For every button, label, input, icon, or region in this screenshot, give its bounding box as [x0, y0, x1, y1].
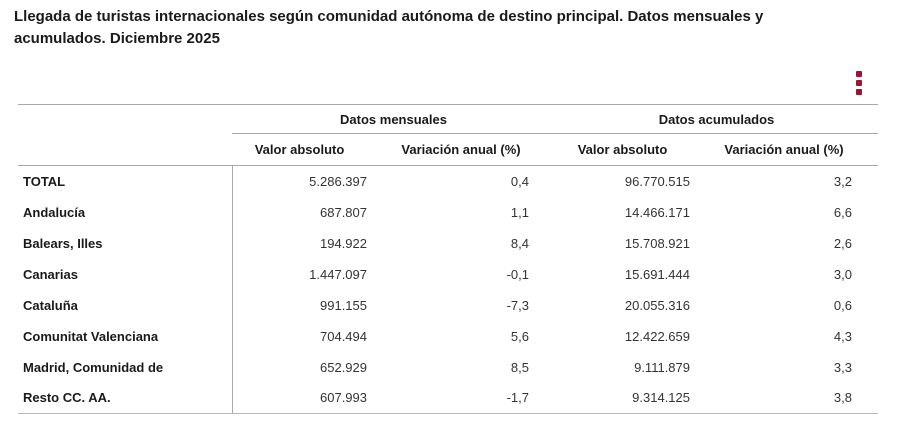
column-header-monthly-absolute: Valor absoluto [232, 133, 393, 166]
cell-monthly-variation: 0,4 [510, 173, 529, 189]
cell-accumulated-absolute: 9.314.125 [555, 382, 716, 414]
column-header-accumulated-variation: Variación anual (%) [716, 133, 878, 166]
cell-accumulated-absolute: 20.055.316 [624, 297, 690, 313]
cell-monthly-absolute: 194.922 [320, 235, 367, 251]
cell-accumulated-variation: 0,6 [833, 297, 852, 313]
row-label: Cataluña [18, 289, 233, 321]
kebab-menu-icon [856, 80, 862, 86]
table-row-madrid: Madrid, Comunidad de 652.929 8,5 9.111.8… [18, 351, 878, 383]
row-label: Madrid, Comunidad de [18, 351, 233, 383]
row-label: Comunitat Valenciana [18, 320, 233, 352]
cell-accumulated-absolute: 14.466.171 [624, 204, 690, 220]
cell-monthly-absolute: 704.494 [320, 328, 367, 344]
tourism-data-table: Datos mensuales Datos acumulados Valor a… [18, 104, 878, 414]
row-label: Canarias [18, 258, 233, 290]
table-row-comunitat-valenciana: Comunitat Valenciana 704.494 5,6 12.422.… [18, 320, 878, 352]
group-header-accumulated: Datos acumulados [555, 104, 878, 134]
corner-cell [18, 133, 232, 166]
cell-monthly-variation: -1,7 [393, 382, 555, 414]
cell-monthly-absolute: 607.993 [232, 382, 393, 414]
cell-monthly-variation: 8,4 [510, 235, 529, 251]
column-header-row: Valor absoluto Variación anual (%) Valor… [18, 133, 878, 166]
cell-accumulated-variation: 3,2 [833, 173, 852, 189]
cell-monthly-variation: 1,1 [510, 204, 529, 220]
corner-cell [18, 104, 232, 134]
table-row-andalucia: Andalucía 687.807 1,1 14.466.171 6,6 [18, 196, 878, 228]
cell-monthly-absolute: 991.155 [320, 297, 367, 313]
group-header-row: Datos mensuales Datos acumulados [18, 104, 878, 134]
cell-monthly-variation: -0,1 [506, 266, 529, 282]
cell-accumulated-variation: 4,3 [833, 328, 852, 344]
cell-accumulated-absolute: 9.111.879 [634, 359, 690, 375]
page-title: Llegada de turistas internacionales segú… [14, 8, 764, 47]
cell-accumulated-absolute: 15.691.444 [624, 266, 690, 282]
cell-accumulated-absolute: 12.422.659 [624, 328, 690, 344]
cell-accumulated-variation: 3,8 [716, 382, 878, 414]
table-row-cataluna: Cataluña 991.155 -7,3 20.055.316 0,6 [18, 289, 878, 321]
table-row-resto: Resto CC. AA. 607.993 -1,7 9.314.125 3,8 [18, 382, 878, 414]
cell-monthly-absolute: 652.929 [320, 359, 367, 375]
row-label: Resto CC. AA. [18, 382, 233, 414]
cell-accumulated-variation: 3,0 [833, 266, 852, 282]
row-label: Balears, Illes [18, 227, 233, 259]
cell-monthly-variation: -7,3 [506, 297, 529, 313]
row-label: Andalucía [18, 196, 233, 228]
row-label: TOTAL [18, 165, 233, 197]
cell-accumulated-variation: 2,6 [833, 235, 852, 251]
cell-accumulated-absolute: 15.708.921 [624, 235, 690, 251]
cell-accumulated-variation: 6,6 [833, 204, 852, 220]
kebab-menu-button[interactable] [847, 68, 871, 98]
column-header-monthly-variation: Variación anual (%) [393, 133, 555, 166]
column-header-accumulated-absolute: Valor absoluto [555, 133, 716, 166]
table-row-canarias: Canarias 1.447.097 -0,1 15.691.444 3,0 [18, 258, 878, 290]
group-header-monthly: Datos mensuales [232, 104, 555, 134]
kebab-menu-icon [856, 71, 862, 77]
cell-monthly-variation: 5,6 [510, 328, 529, 344]
table-row-total: TOTAL 5.286.397 0,4 96.770.515 3,2 [18, 165, 878, 197]
cell-monthly-variation: 8,5 [510, 359, 529, 375]
cell-monthly-absolute: 1.447.097 [309, 266, 367, 282]
kebab-menu-icon [856, 89, 862, 95]
cell-monthly-absolute: 5.286.397 [309, 173, 367, 189]
cell-monthly-absolute: 687.807 [320, 204, 367, 220]
table-row-balears: Balears, Illes 194.922 8,4 15.708.921 2,… [18, 227, 878, 259]
cell-accumulated-variation: 3,3 [833, 359, 852, 375]
cell-accumulated-absolute: 96.770.515 [624, 173, 690, 189]
